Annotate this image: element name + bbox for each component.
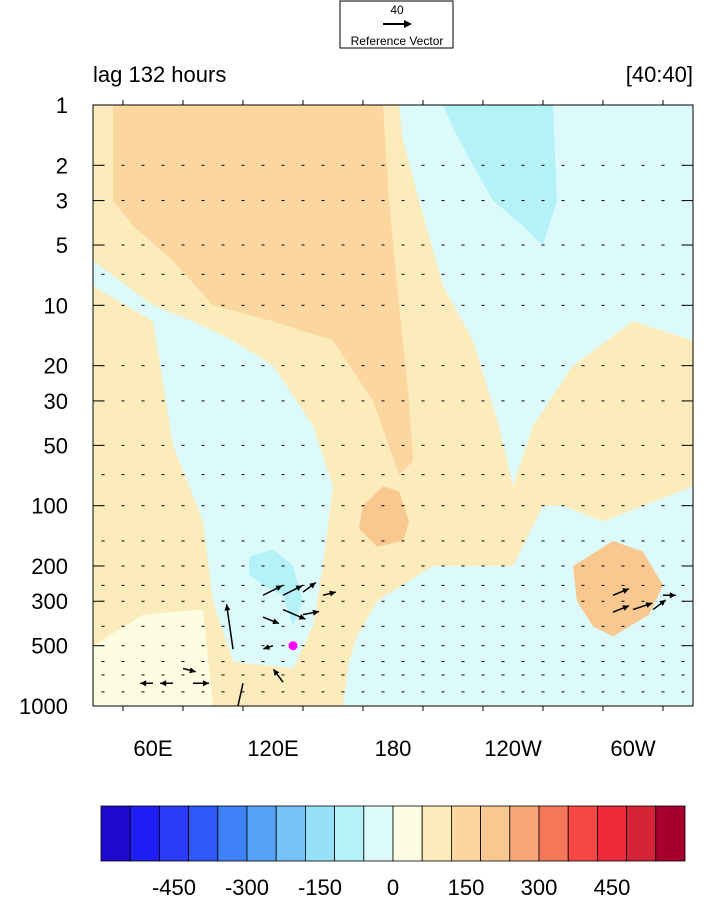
wind-vector-head [645, 602, 653, 608]
y-tick-label: 1000 [19, 694, 68, 719]
colorbar-swatch [597, 805, 628, 862]
colorbar-swatch [450, 805, 481, 862]
y-tick-label: 300 [31, 589, 68, 614]
y-tick-label: 3 [56, 189, 68, 214]
colorbar-label: -450 [152, 875, 196, 898]
wind-vector-head [235, 705, 237, 706]
x-tick-label: 60E [133, 736, 172, 761]
plot-frame [92, 104, 694, 707]
x-tick-label: 120E [247, 736, 298, 761]
y-tick-label: 10 [44, 293, 68, 318]
colorbar-swatch [188, 805, 219, 862]
contour-region [399, 105, 693, 487]
y-tick-label: 5 [56, 233, 68, 258]
wind-vector-head [140, 680, 147, 687]
chart-title-right: [40:40] [626, 62, 693, 87]
contour-field [93, 105, 693, 706]
colorbar-swatch [567, 805, 598, 862]
wind-vector-head [275, 585, 283, 591]
reference-vector-legend: 40 Reference Vector [339, 0, 454, 49]
reference-vector-value: 40 [390, 3, 404, 17]
colorbar-swatch [655, 805, 686, 862]
contour-region [573, 540, 663, 637]
contour-region [113, 105, 413, 475]
wind-vector-head [224, 604, 231, 611]
wind-vector-head [189, 667, 196, 674]
contour-region [359, 486, 409, 547]
colorbar-swatch [275, 805, 306, 862]
wind-vector-head [295, 585, 303, 591]
x-tick-label: 120W [484, 736, 542, 761]
wind-vector-head [263, 644, 270, 650]
colorbar-label: 150 [448, 875, 485, 898]
colorbar-swatch [509, 805, 540, 862]
colorbar-swatch [100, 805, 131, 862]
wind-vector-head [312, 609, 319, 616]
reference-vector-label: Reference Vector [351, 34, 444, 48]
colorbar-label: -150 [298, 875, 342, 898]
colorbar-swatch [626, 805, 657, 862]
contour-region [443, 105, 557, 245]
wind-vector-head [272, 618, 279, 625]
colorbar-label: 300 [521, 875, 558, 898]
wind-vector-head [298, 614, 306, 620]
y-axis: 1 2 3 5 10 20 30 50 100 200 300 500 1000 [19, 93, 693, 719]
wind-vector-head [309, 582, 316, 589]
colorbar-swatch [538, 805, 569, 862]
y-tick-label: 100 [31, 494, 68, 519]
colorbar-swatch [129, 805, 160, 862]
colorbar-swatch [421, 805, 452, 862]
colorbar-label: 450 [594, 875, 631, 898]
wind-vector-head [622, 605, 629, 611]
y-tick-label: 200 [31, 554, 68, 579]
wind-vector-head [659, 599, 666, 606]
reference-vector-arrowhead [404, 20, 412, 28]
colorbar-swatch [363, 805, 394, 862]
x-tick-label: 180 [375, 736, 412, 761]
wind-vector-head [160, 680, 167, 687]
y-tick-label: 2 [56, 153, 68, 178]
colorbar-label: -300 [225, 875, 269, 898]
x-axis: 60E 120E 180 120W 60W [122, 100, 664, 761]
wind-vector [225, 604, 234, 650]
contour-region [249, 549, 303, 627]
y-tick-label: 50 [44, 433, 68, 458]
location-marker-layer [288, 641, 298, 651]
location-marker [288, 641, 298, 651]
contour-region [93, 609, 213, 706]
y-tick-label: 500 [31, 634, 68, 659]
wind-vector-head [669, 592, 676, 599]
contour-region [343, 486, 693, 706]
colorbar-swatch [334, 805, 365, 862]
chart-title-left: lag 132 hours [93, 62, 226, 87]
colorbar-label: 0 [387, 875, 399, 898]
colorbar: -450 -300 -150 0 150 300 450 [100, 805, 686, 898]
wind-vector-head [622, 588, 629, 594]
colorbar-swatch [158, 805, 189, 862]
y-tick-label: 1 [56, 93, 68, 118]
wind-vector-head [273, 669, 280, 676]
wind-vector-head [203, 680, 209, 687]
colorbar-swatch [480, 805, 511, 862]
y-tick-label: 30 [44, 389, 68, 414]
wind-vector [237, 683, 244, 706]
wind-vector-head [329, 590, 336, 597]
y-tick-label: 20 [44, 354, 68, 379]
colorbar-swatch [217, 805, 248, 862]
colorbar-swatch [304, 805, 335, 862]
x-tick-label: 60W [610, 736, 655, 761]
colorbar-swatch [392, 805, 423, 862]
colorbar-swatch [246, 805, 277, 862]
